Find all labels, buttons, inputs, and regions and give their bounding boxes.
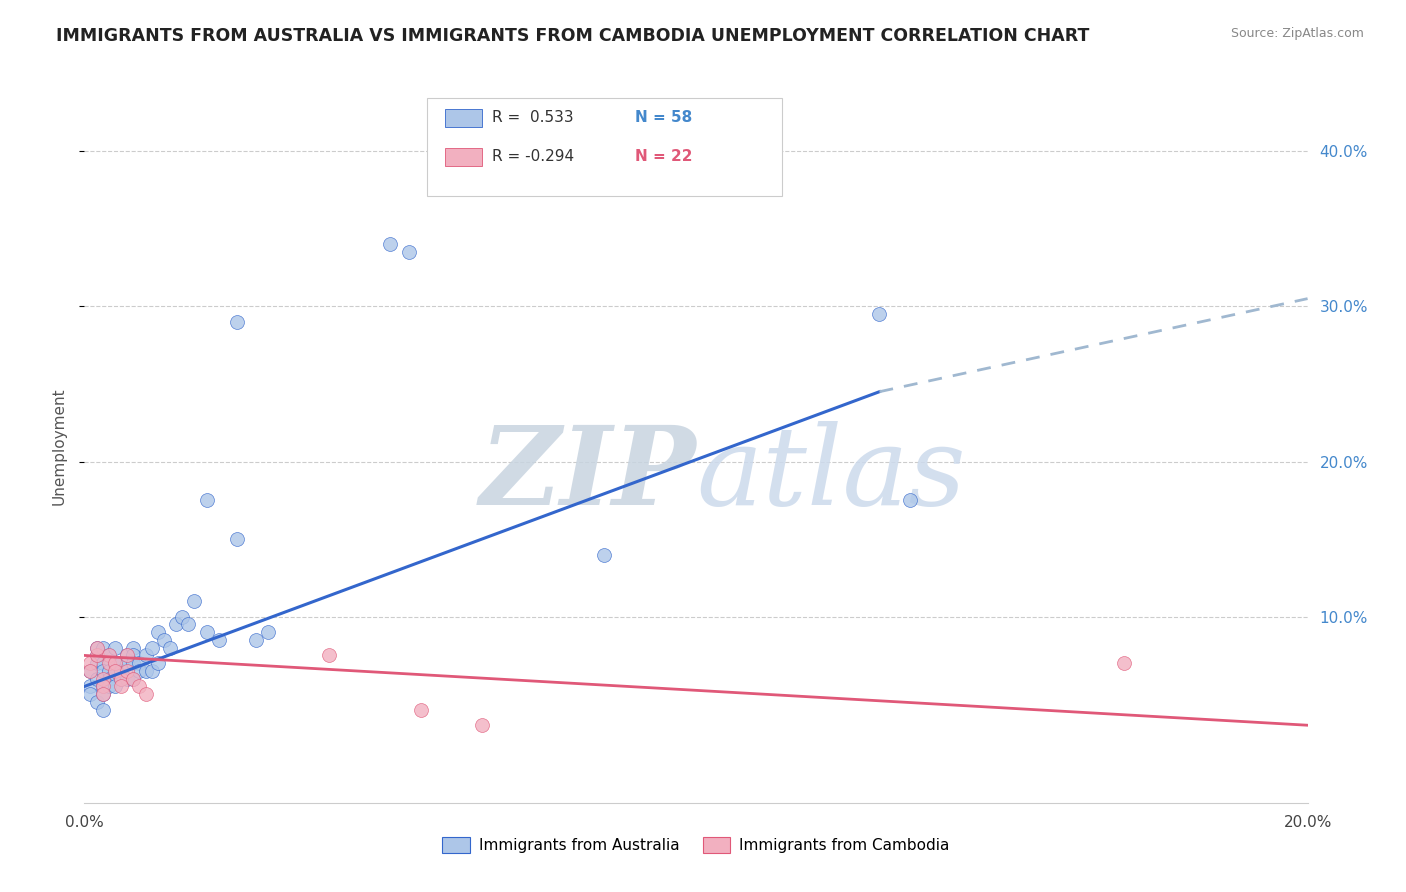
Point [135, 664, 157, 678]
Point [869, 307, 891, 321]
Point [593, 548, 616, 562]
Text: Source: ZipAtlas.com: Source: ZipAtlas.com [1230, 27, 1364, 40]
FancyBboxPatch shape [427, 98, 782, 196]
Point [115, 656, 138, 670]
Point [135, 648, 157, 663]
Text: ZIP: ZIP [479, 421, 696, 528]
Point [195, 625, 218, 640]
Point [257, 625, 280, 640]
Point [110, 664, 132, 678]
Point [165, 617, 187, 632]
Point [177, 617, 200, 632]
Point [122, 672, 145, 686]
Point [318, 648, 340, 663]
Point [153, 632, 176, 647]
Point [104, 680, 127, 694]
Point [226, 532, 249, 546]
Text: R = -0.294: R = -0.294 [492, 149, 574, 164]
Point [1114, 656, 1136, 670]
Point [471, 718, 494, 732]
Point [104, 640, 127, 655]
Point [91, 687, 114, 701]
Point [91, 680, 114, 694]
Point [146, 625, 169, 640]
Point [79, 664, 101, 678]
FancyBboxPatch shape [446, 148, 482, 166]
Point [115, 664, 138, 678]
Point [115, 648, 138, 663]
Point [110, 672, 132, 686]
Point [128, 656, 150, 670]
Point [110, 672, 132, 686]
Point [104, 664, 127, 678]
Point [97, 648, 120, 663]
Text: R =  0.533: R = 0.533 [492, 111, 574, 125]
Point [91, 680, 114, 694]
Text: IMMIGRANTS FROM AUSTRALIA VS IMMIGRANTS FROM CAMBODIA UNEMPLOYMENT CORRELATION C: IMMIGRANTS FROM AUSTRALIA VS IMMIGRANTS … [56, 27, 1090, 45]
Point [226, 315, 249, 329]
Text: N = 58: N = 58 [636, 111, 692, 125]
Point [128, 664, 150, 678]
Point [115, 672, 138, 686]
Point [195, 493, 218, 508]
Point [86, 640, 108, 655]
Point [97, 648, 120, 663]
Point [86, 640, 108, 655]
Text: atlas: atlas [696, 421, 966, 528]
Point [159, 640, 181, 655]
Point [79, 656, 101, 670]
Point [141, 640, 163, 655]
Point [91, 703, 114, 717]
Point [122, 672, 145, 686]
Point [122, 656, 145, 670]
Point [398, 245, 420, 260]
Point [91, 672, 114, 686]
Point [115, 648, 138, 663]
Point [128, 680, 150, 694]
Point [97, 664, 120, 678]
Point [86, 648, 108, 663]
Point [79, 680, 101, 694]
Point [208, 632, 231, 647]
Point [122, 648, 145, 663]
Point [91, 656, 114, 670]
Point [104, 656, 127, 670]
Point [97, 656, 120, 670]
Point [172, 609, 194, 624]
Point [79, 664, 101, 678]
Point [135, 687, 157, 701]
Point [898, 493, 921, 508]
Point [86, 672, 108, 686]
Point [104, 656, 127, 670]
Point [91, 640, 114, 655]
Point [97, 672, 120, 686]
Point [104, 664, 127, 678]
Point [110, 656, 132, 670]
Legend: Immigrants from Australia, Immigrants from Cambodia: Immigrants from Australia, Immigrants fr… [436, 830, 956, 859]
Point [86, 648, 108, 663]
FancyBboxPatch shape [446, 109, 482, 127]
Point [245, 632, 267, 647]
Point [91, 664, 114, 678]
Text: N = 22: N = 22 [636, 149, 692, 164]
Point [146, 656, 169, 670]
Point [79, 687, 101, 701]
Point [86, 695, 108, 709]
Point [183, 594, 205, 608]
Point [91, 687, 114, 701]
Point [409, 703, 432, 717]
Point [97, 680, 120, 694]
Point [380, 237, 402, 252]
Point [141, 664, 163, 678]
Point [86, 656, 108, 670]
Point [110, 680, 132, 694]
Point [122, 640, 145, 655]
Y-axis label: Unemployment: Unemployment [51, 387, 66, 505]
